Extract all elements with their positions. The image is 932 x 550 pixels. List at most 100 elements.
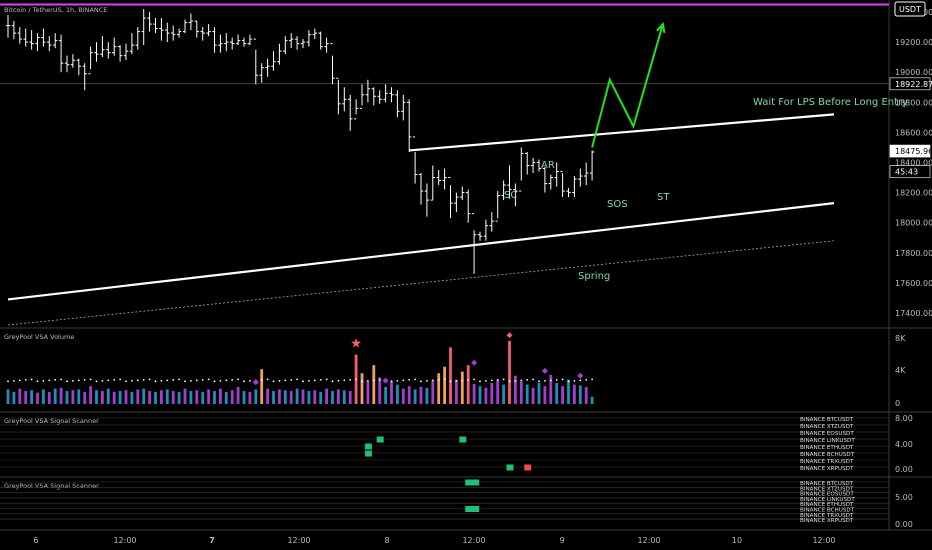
volume-average-dot [561, 378, 564, 381]
time-axis[interactable]: 6 12:00 7 12:00 8 12:00 9 12:00 10 12:00 [33, 536, 835, 545]
volume-bar [419, 387, 423, 404]
candle [11, 21, 17, 40]
volume-bar [331, 391, 334, 404]
volume-average-dot [308, 379, 310, 382]
volume-average-dot [355, 378, 357, 381]
price-tick: 18600.00 [895, 128, 932, 137]
volume-average-dot [249, 379, 251, 382]
candle [448, 177, 453, 219]
volume-bar [112, 391, 116, 404]
scanner-symbol: BINANCE XTZUSDT [800, 424, 854, 430]
volume-average-dot [66, 380, 68, 383]
volume-bar [24, 391, 28, 404]
candle [230, 37, 235, 50]
volume-bar [496, 379, 500, 404]
candle [5, 15, 11, 38]
candle [336, 77, 341, 115]
candle [483, 219, 489, 241]
volume-average-dot [243, 380, 245, 383]
volume-bar [401, 388, 405, 404]
label-ar: AR [541, 160, 555, 171]
volume-bar [266, 388, 269, 404]
volume-bar [484, 387, 488, 404]
scanner2-axis: 5.00 0.00 [895, 493, 913, 529]
candle [182, 19, 188, 34]
candle [206, 24, 211, 37]
candle [171, 25, 176, 41]
volume-bar [455, 379, 458, 404]
candle [554, 162, 559, 187]
candle [64, 55, 70, 73]
scanner-symbol: BINANCE LINKUSDT [800, 497, 855, 503]
volume-bar [573, 384, 576, 404]
volume-bar [283, 390, 287, 404]
volume-bar [307, 391, 311, 404]
candle [176, 28, 182, 38]
candle [94, 42, 99, 62]
price-pane[interactable] [0, 3, 889, 326]
volume-average-dot [526, 378, 529, 381]
volume-bar [319, 391, 323, 404]
price-tick: 19000.00 [895, 68, 932, 77]
volume-bar [260, 369, 264, 404]
volume-bar [106, 388, 110, 404]
time-tick: 12:00 [287, 536, 310, 545]
volume-bar [337, 389, 340, 404]
volume-average-dot [60, 378, 62, 381]
scanner1-title: GreyPool VSA Signal Scanner [4, 417, 99, 425]
volume-average-dot [119, 378, 121, 381]
candle [76, 58, 81, 76]
candle [342, 87, 347, 112]
volume-bar [207, 389, 210, 404]
volume-bar [236, 387, 240, 404]
volume-average-dot [319, 378, 322, 381]
price-tick: 18400.00 [895, 158, 932, 167]
volume-average-dot [555, 378, 558, 381]
volume-bar [89, 386, 92, 404]
volume-bar [561, 386, 564, 404]
candle [471, 213, 477, 274]
volume-average-dot [502, 378, 505, 381]
candle [389, 87, 394, 103]
candle [454, 192, 459, 213]
volume-average-dot [42, 379, 45, 382]
volume-bar [165, 389, 169, 404]
volume-bar [384, 387, 387, 404]
candle [407, 99, 412, 152]
price-axis[interactable]: 19400.0019200.0019000.0018800.0018600.00… [889, 8, 932, 318]
volume-average-dot [431, 379, 434, 382]
volume-average-dot [201, 378, 204, 381]
volume-bar [466, 365, 470, 404]
volume-average-dot [172, 378, 175, 381]
candle [365, 79, 371, 103]
volume-bar [578, 385, 582, 404]
volume-average-dot [585, 378, 588, 381]
volume-average-dot [284, 379, 287, 382]
volume-bar [472, 383, 476, 404]
volume-bar [83, 391, 87, 404]
volume-average-dot [83, 378, 86, 381]
currency-badge-label: USDT [899, 5, 921, 14]
price-label-1: 18922.87 [889, 77, 932, 91]
currency-badge[interactable]: USDT [894, 1, 926, 17]
star-marker [351, 338, 362, 348]
volume-average-dot [520, 379, 523, 382]
volume-average-dot [538, 380, 540, 383]
volume-average-dot [402, 379, 405, 382]
volume-pane[interactable] [6, 332, 594, 404]
volume-bar [372, 365, 376, 404]
candle [147, 12, 152, 32]
volume-average-dot [591, 378, 593, 381]
candle [200, 27, 205, 41]
diamond-marker [506, 332, 513, 339]
volume-average-dot [237, 378, 240, 381]
volume-bar [390, 381, 393, 404]
label-sos: SOS [607, 199, 628, 210]
countdown-label-text: 45:43 [895, 168, 918, 177]
volume-bar [230, 390, 234, 404]
volume-bar [325, 388, 328, 404]
candle [265, 58, 270, 77]
